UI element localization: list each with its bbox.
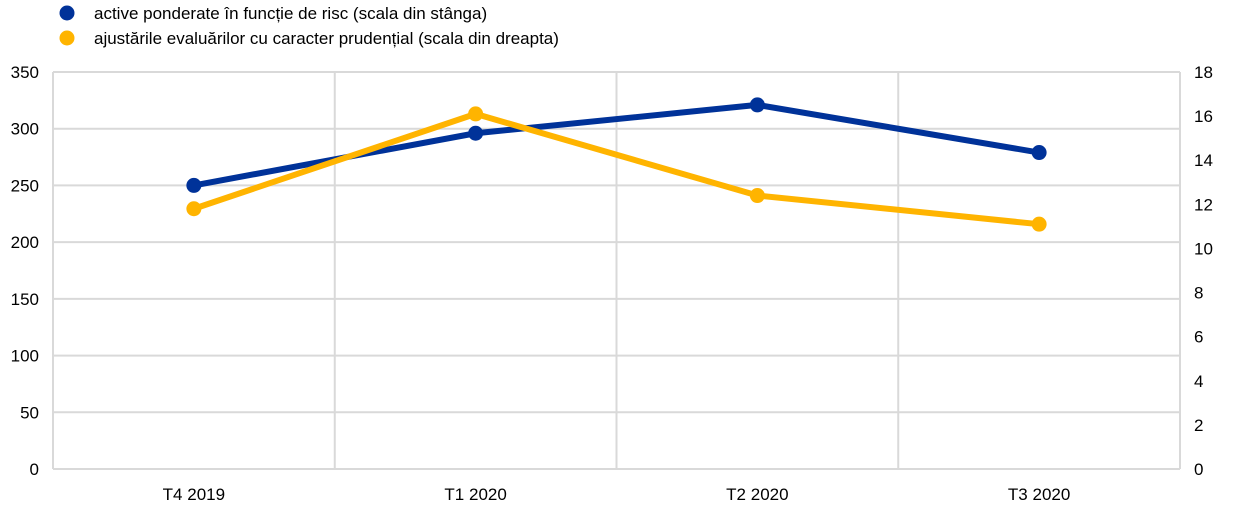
legend-label: ajustările evaluărilor cu caracter prude… [94, 29, 559, 48]
y-left-tick-label: 150 [11, 290, 39, 309]
data-point [749, 188, 765, 204]
data-point [749, 97, 765, 113]
data-point [1031, 216, 1047, 232]
y-right-tick-label: 2 [1194, 416, 1203, 435]
y-left-tick-label: 100 [11, 347, 39, 366]
y-right-tick-label: 16 [1194, 107, 1213, 126]
legend-marker [59, 30, 75, 46]
data-point [186, 177, 202, 193]
y-right-tick-label: 10 [1194, 239, 1213, 258]
x-tick-label: T1 2020 [444, 485, 506, 504]
y-left-tick-label: 200 [11, 233, 39, 252]
y-left-tick-label: 350 [11, 63, 39, 82]
x-tick-label: T2 2020 [726, 485, 788, 504]
x-tick-label: T3 2020 [1008, 485, 1070, 504]
data-point [468, 125, 484, 141]
y-right-tick-label: 4 [1194, 372, 1203, 391]
y-left-tick-label: 250 [11, 176, 39, 195]
y-right-tick-label: 18 [1194, 63, 1213, 82]
y-left-tick-label: 300 [11, 120, 39, 139]
y-left-tick-label: 50 [20, 403, 39, 422]
y-right-tick-label: 14 [1194, 151, 1213, 170]
y-right-tick-label: 12 [1194, 195, 1213, 214]
y-right-tick-label: 0 [1194, 460, 1203, 479]
y-left-tick-label: 0 [30, 460, 39, 479]
data-point [186, 201, 202, 217]
legend-label: active ponderate în funcție de risc (sca… [94, 4, 487, 23]
data-point [1031, 145, 1047, 161]
data-point [468, 106, 484, 122]
series-line-2 [192, 110, 1040, 228]
legend-marker [59, 5, 75, 21]
x-tick-label: T4 2019 [163, 485, 225, 504]
y-right-tick-label: 8 [1194, 284, 1203, 303]
y-right-tick-label: 6 [1194, 328, 1203, 347]
